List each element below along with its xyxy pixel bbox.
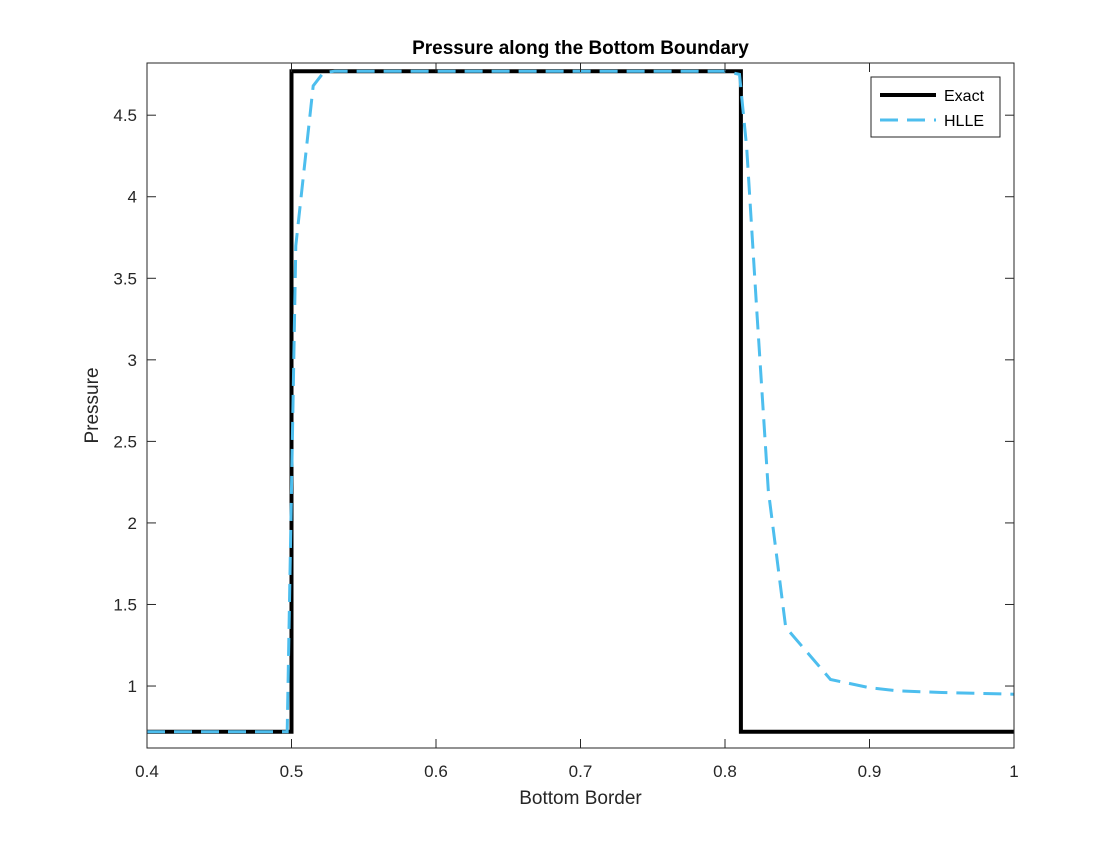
x-axis-label: Bottom Border: [519, 788, 642, 809]
y-tick-label: 2.5: [113, 432, 137, 451]
x-tick-label: 0.7: [569, 762, 593, 781]
series-layer: [147, 69, 1015, 734]
legend-label-exact: Exact: [944, 88, 985, 105]
y-tick-label: 4.5: [113, 106, 137, 125]
y-tick-label: 3.5: [113, 269, 137, 288]
legend: Exact HLLE: [870, 76, 1001, 138]
x-tick-label: 0.5: [280, 762, 304, 781]
y-tick-label: 3: [128, 351, 137, 370]
chart-title: Pressure along the Bottom Boundary: [412, 38, 749, 59]
y-tick-label: 1.5: [113, 595, 137, 614]
ticks-layer: 0.4 0.5 0.6 0.7 0.8 0.9 1 1 1.5 2 2.5 3 3.5 4 4.5: [113, 63, 1019, 781]
x-tick-label: 0.4: [135, 762, 159, 781]
legend-label-hlle: HLLE: [944, 113, 984, 130]
y-tick-label: 2: [128, 514, 137, 533]
legend-box: [870, 76, 1001, 138]
x-tick-label: 0.8: [713, 762, 737, 781]
y-tick-label: 1: [128, 677, 137, 696]
y-axis-label: Pressure: [82, 367, 103, 443]
series-line-hlle: [147, 69, 1015, 734]
x-tick-label: 1: [1009, 762, 1018, 781]
plot-area: [147, 63, 1014, 748]
x-tick-label: 0.6: [424, 762, 448, 781]
x-tick-label: 0.9: [858, 762, 882, 781]
y-tick-label: 4: [128, 188, 137, 207]
